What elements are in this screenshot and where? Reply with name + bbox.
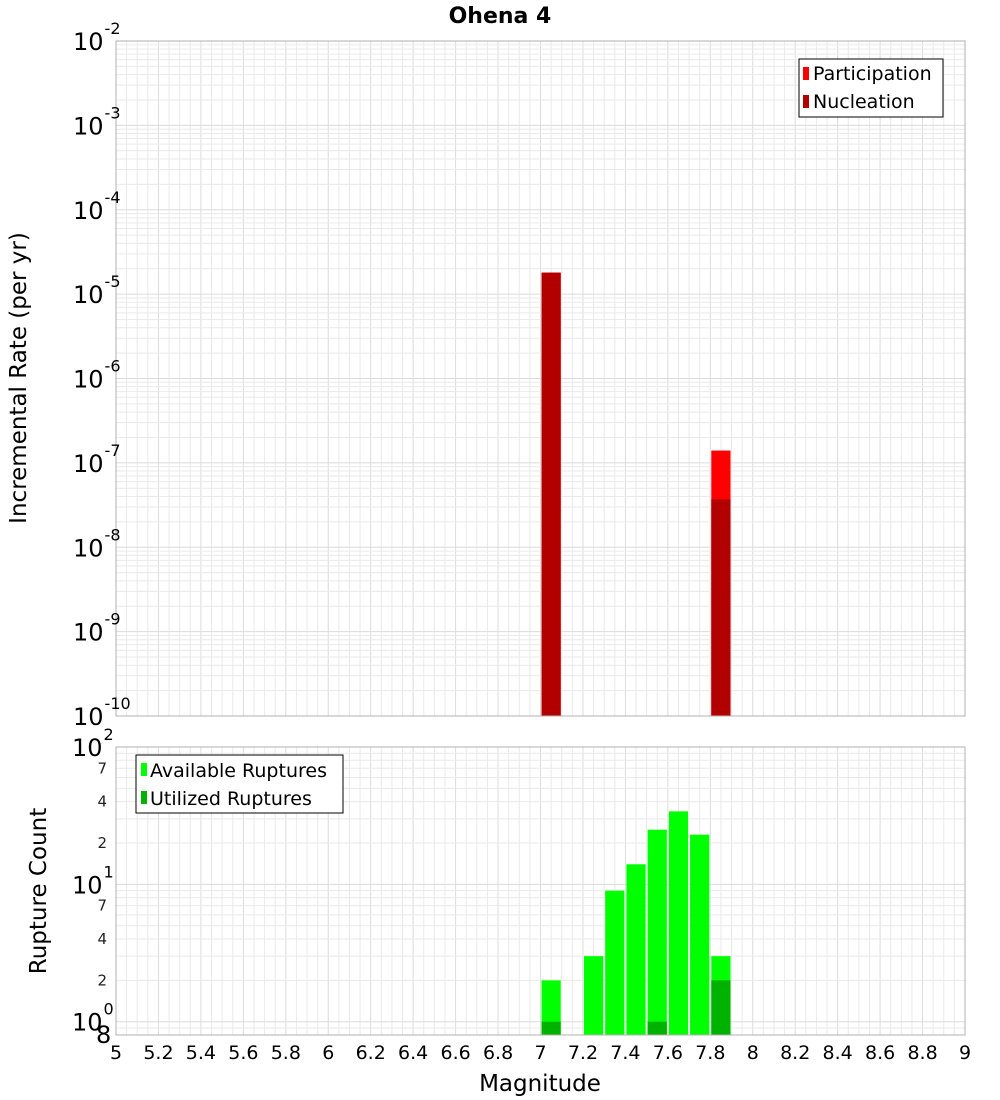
count-bar-utilized-ruptures: [711, 980, 731, 1035]
rate-grid: [115, 40, 966, 717]
x-tick-label: 7.6: [653, 1042, 683, 1064]
count-bar-available-ruptures: [668, 811, 689, 1035]
count-y-axis-label: Rupture Count: [26, 808, 52, 974]
rate-y-tick-label: 10-4: [73, 188, 121, 225]
x-tick-label: 5.8: [271, 1042, 301, 1064]
rate-legend-box: [798, 58, 944, 118]
count-y-bottom-label: 8: [96, 1021, 111, 1049]
count-legend-box: [135, 754, 344, 814]
x-tick-label: 7.4: [610, 1042, 640, 1064]
legend-label-participation: Participation: [813, 63, 932, 85]
x-tick-label: 6.4: [398, 1042, 428, 1064]
legend-swatch-nucleation: [803, 95, 809, 108]
x-tick-label: 5.2: [143, 1042, 173, 1064]
count-bar-available-ruptures: [605, 890, 625, 1035]
rate-plot-frame: [115, 40, 966, 717]
count-x-ticks: 5 5.2 5.4 5.6 5.8 6 6.2 6.4 6.6 6.8 7 7.2 7.4 7.6 7.8 8…: [110, 1042, 971, 1064]
rate-y-axis-label: Incremental Rate (per yr): [6, 232, 32, 524]
count-bar-utilized-ruptures: [647, 1021, 667, 1035]
rate-bar-nucleation: [711, 499, 731, 716]
x-axis-label: Magnitude: [479, 1071, 601, 1097]
rate-y-tick-label: 10-8: [73, 525, 121, 562]
x-tick-label: 8: [747, 1042, 759, 1064]
x-tick-label: 9: [959, 1042, 971, 1064]
x-tick-label: 7.8: [695, 1042, 725, 1064]
x-tick-label: 6.2: [356, 1042, 386, 1064]
rate-y-tick-label: 10-9: [73, 610, 121, 647]
x-tick-label: 7: [534, 1042, 546, 1064]
count-bar-available-ruptures: [647, 829, 667, 1035]
count-bar-available-ruptures: [541, 980, 561, 1035]
x-tick-label: 5.4: [186, 1042, 216, 1064]
count-y-minor-tick-label: 7: [97, 897, 107, 915]
x-tick-label: 6.6: [440, 1042, 470, 1064]
count-bars: [541, 811, 731, 1035]
legend-label-available: Available Ruptures: [150, 760, 327, 782]
count-bar-available-ruptures: [690, 834, 710, 1035]
x-tick-label: 6: [322, 1042, 334, 1064]
count-y-minor-tick-label: 4: [97, 930, 107, 948]
rate-y-tick-label: 10-3: [73, 103, 121, 140]
x-tick-label: 5: [110, 1042, 122, 1064]
legend-label-nucleation: Nucleation: [813, 91, 915, 113]
x-tick-label: 7.2: [568, 1042, 598, 1064]
rate-y-tick-label: 10-2: [73, 19, 121, 56]
count-plot-frame: [115, 746, 966, 1036]
count-bar-utilized-ruptures: [541, 1021, 561, 1035]
rate-y-tick-label: 10-10: [73, 694, 131, 731]
x-tick-label: 8.6: [865, 1042, 895, 1064]
rate-legend: Participation Nucleation: [798, 58, 944, 118]
count-legend: Available Ruptures Utilized Ruptures: [135, 754, 344, 814]
count-y-minor-tick-label: 2: [97, 834, 107, 852]
chart-title: Ohena 4: [449, 4, 552, 29]
rate-bar-nucleation: [541, 272, 561, 716]
x-tick-label: 8.4: [823, 1042, 853, 1064]
count-bar-available-ruptures: [626, 864, 646, 1035]
x-tick-label: 5.6: [228, 1042, 258, 1064]
count-y-minor-tick-label: 7: [97, 759, 107, 777]
count-y-minor-tick-label: 4: [97, 793, 107, 811]
rate-y-tick-label: 10-5: [73, 272, 121, 309]
legend-swatch-utilized: [141, 791, 147, 804]
x-tick-label: 8.2: [780, 1042, 810, 1064]
legend-swatch-available: [141, 763, 147, 776]
rate-panel: 10-10 10-9 10-8 10-7 10-6 10-5 10-4 10-3 10-2 In…: [6, 19, 966, 731]
count-y-minor-tick-label: 2: [97, 971, 107, 989]
legend-swatch-participation: [803, 67, 809, 80]
x-tick-label: 8.8: [907, 1042, 937, 1064]
x-tick-label: 6.8: [483, 1042, 513, 1064]
count-y-tick-label: 101: [72, 862, 114, 899]
rate-y-tick-label: 10-6: [73, 357, 121, 394]
legend-label-utilized: Utilized Ruptures: [150, 788, 312, 810]
rate-bars: [541, 272, 731, 716]
rate-y-tick-label: 10-7: [73, 441, 121, 478]
count-bar-available-ruptures: [583, 956, 604, 1035]
